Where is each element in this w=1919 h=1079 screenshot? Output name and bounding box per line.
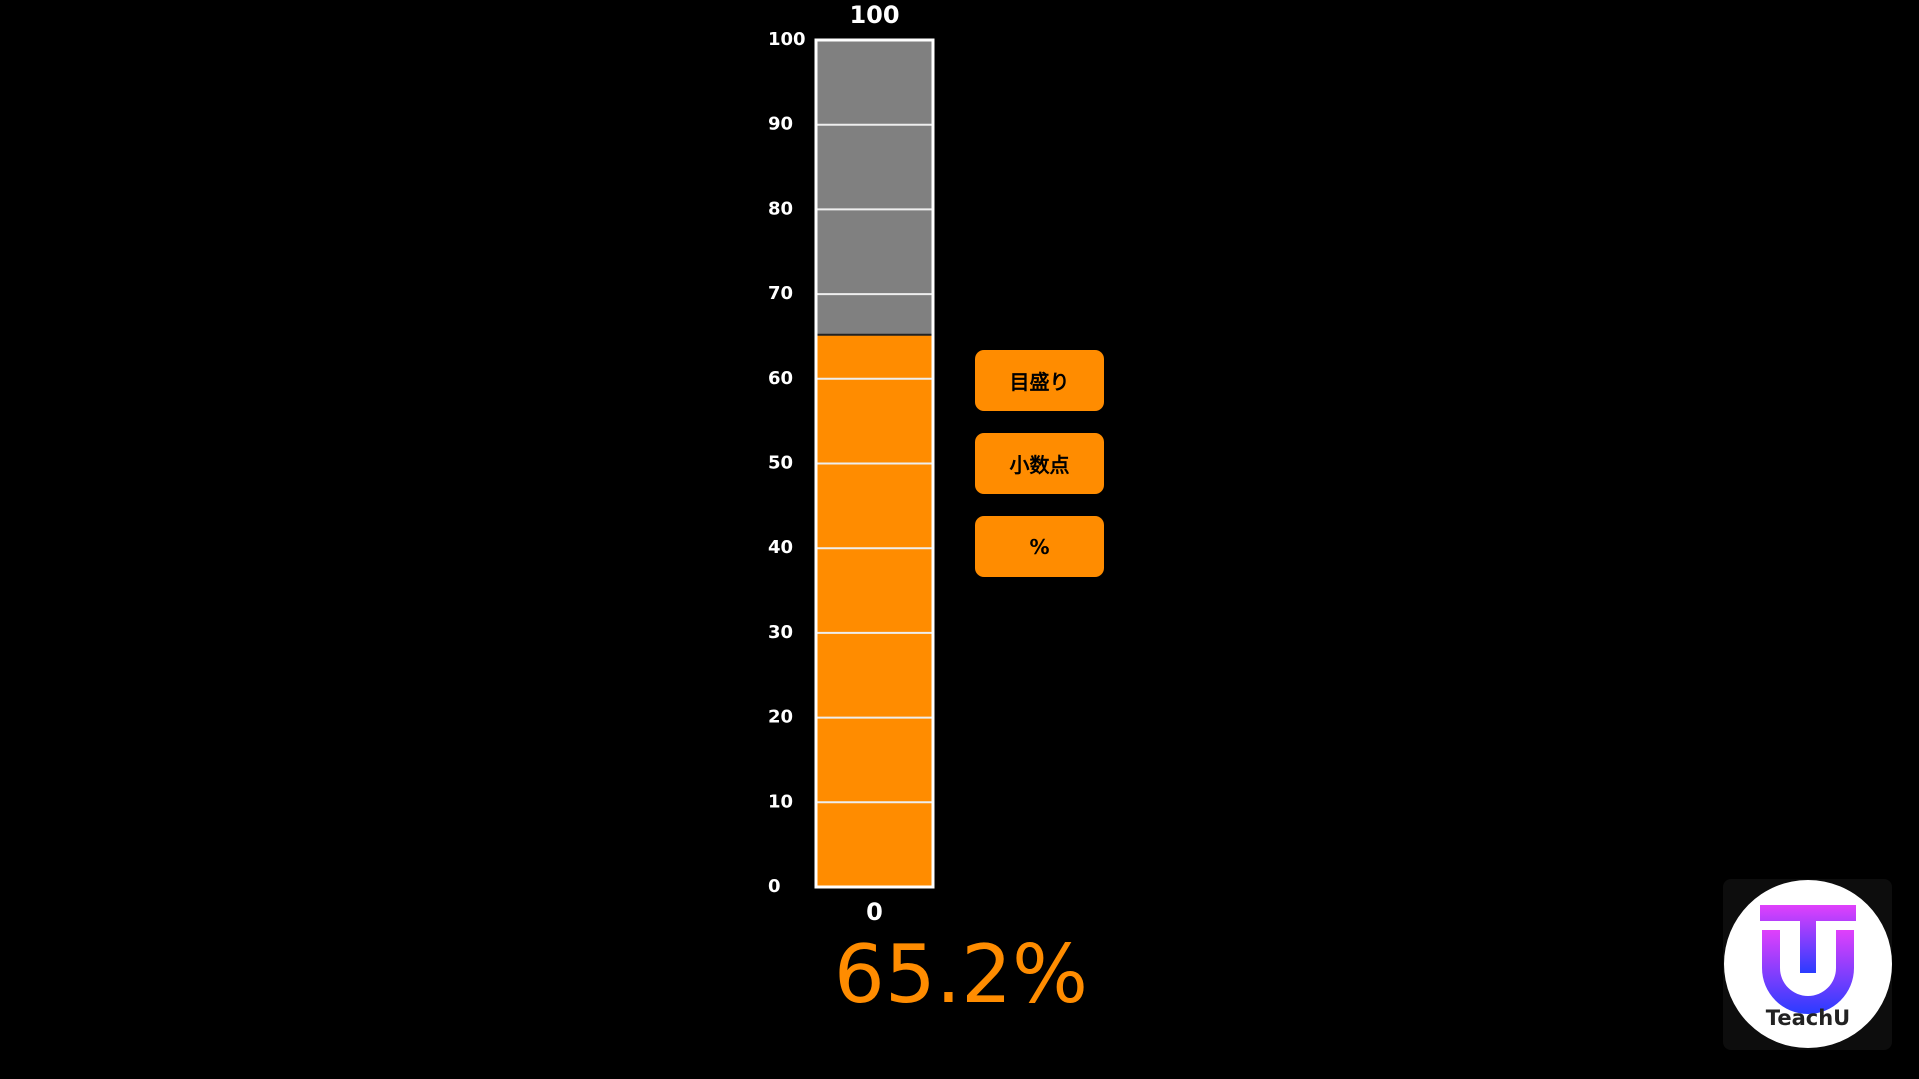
tick-label: 90	[768, 114, 793, 135]
gauge-fill	[816, 334, 933, 888]
logo-text: TeachU	[1766, 1006, 1850, 1030]
percent-button[interactable]: %	[975, 516, 1104, 577]
logo-u	[1762, 930, 1854, 1014]
max-label: 100	[849, 1, 899, 29]
tick-label: 20	[768, 707, 793, 728]
tick-label: 50	[768, 453, 793, 474]
min-label: 0	[866, 898, 883, 926]
tick-label: 0	[768, 876, 781, 897]
tick-label: 40	[768, 537, 793, 558]
decimal-button[interactable]: 小数点	[975, 433, 1104, 494]
tick-label: 60	[768, 368, 793, 389]
tick-label: 80	[768, 198, 793, 219]
gauge-border	[814, 38, 935, 889]
value-label: 65.2%	[834, 928, 1088, 1021]
tick-label: 100	[768, 29, 806, 50]
tick-label: 70	[768, 283, 793, 304]
tick-label: 10	[768, 791, 793, 812]
scale-button[interactable]: 目盛り	[975, 350, 1104, 411]
logo-t	[1760, 905, 1856, 973]
tick-label: 30	[768, 622, 793, 643]
